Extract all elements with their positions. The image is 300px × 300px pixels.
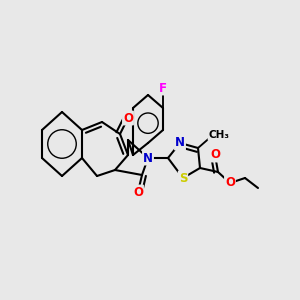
Text: N: N <box>143 152 153 164</box>
Text: O: O <box>133 185 143 199</box>
Text: O: O <box>225 176 235 190</box>
Text: F: F <box>159 82 167 94</box>
Text: N: N <box>175 136 185 149</box>
Text: O: O <box>123 112 133 124</box>
Text: S: S <box>179 172 187 184</box>
Text: O: O <box>210 148 220 161</box>
Text: CH₃: CH₃ <box>208 130 230 140</box>
